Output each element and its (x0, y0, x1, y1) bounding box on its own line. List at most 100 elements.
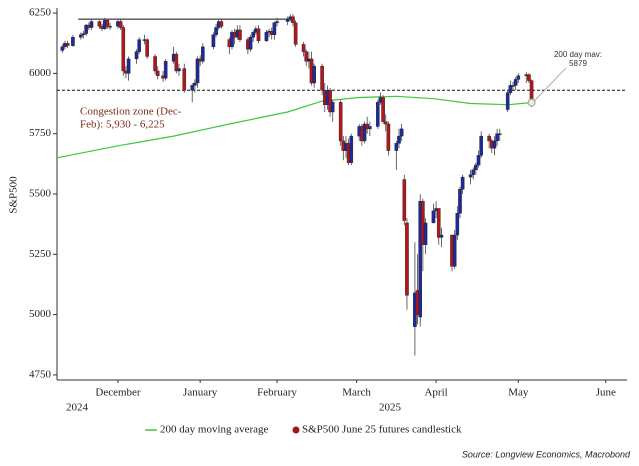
candle-body (155, 70, 160, 76)
candle-body (134, 51, 139, 60)
candle-body (163, 61, 168, 79)
candle-body (118, 21, 123, 28)
candle-body (418, 201, 423, 318)
candle-body (452, 234, 457, 267)
candle-body (304, 51, 309, 62)
candle-body (214, 27, 218, 35)
candle-body (375, 102, 380, 127)
candle-body (293, 22, 298, 45)
candle-body (285, 18, 290, 22)
congestion-note: Feb): 5,930 - 6,225 (80, 119, 165, 131)
candle-body (193, 82, 197, 86)
candle-body (468, 174, 473, 178)
y-tick-label: 6000 (29, 67, 52, 79)
candle-body (349, 135, 354, 163)
candle-body (431, 210, 436, 224)
y-tick-label: 5250 (29, 248, 52, 260)
candle-body (145, 39, 149, 57)
candle-body (272, 22, 277, 35)
candle-body (182, 68, 187, 91)
candle-body (177, 68, 181, 72)
candle-body (497, 133, 502, 135)
candle-body (383, 121, 388, 125)
y-tick-label: 5000 (29, 308, 52, 320)
candle-body (476, 155, 481, 166)
x-tick-label: May (508, 387, 529, 399)
legend-label: S&P500 June 25 futures candlestick (302, 424, 462, 436)
candle-body (137, 39, 141, 52)
candle-body (89, 21, 94, 28)
candle-body (219, 21, 224, 27)
candle-body (251, 32, 255, 38)
candle-body (60, 46, 65, 51)
x-tick-label: December (95, 387, 141, 399)
candle-body (458, 188, 462, 214)
candle-body (81, 33, 86, 35)
candle-body (505, 92, 510, 110)
candle-body (291, 16, 295, 23)
ma-note-pointer (534, 67, 567, 101)
candle-body (394, 143, 399, 151)
candle-body (230, 32, 234, 48)
ma-note-marker (527, 98, 536, 107)
congestion-note: Congestion zone (Dec- (80, 106, 182, 118)
x-tick-label: January (183, 387, 218, 399)
candle-body (479, 135, 483, 156)
ma-note-value: 5879 (569, 59, 587, 68)
source: Source: Longview Economics, Macrobond (462, 449, 631, 459)
candle-body (320, 65, 324, 91)
candle-body (460, 176, 465, 190)
candle-body (238, 29, 242, 40)
candle-body (79, 34, 83, 38)
candle-body (399, 128, 404, 137)
candle-body (362, 123, 367, 142)
x-tick-label: March (342, 387, 371, 399)
y-tick-label: 5500 (29, 188, 52, 200)
candle-body (455, 213, 460, 236)
candle-body (108, 26, 112, 28)
candle-body (121, 27, 126, 72)
candle-body (513, 79, 518, 86)
candle-body (264, 32, 269, 42)
candle-body (508, 85, 513, 93)
y-axis-label: S&P500 (8, 176, 20, 214)
x-tick-label: April (424, 387, 447, 399)
candle-body (190, 85, 195, 91)
legend-label: 200 day moving average (160, 424, 269, 436)
candle-body (471, 169, 476, 175)
x-tick-label: February (257, 387, 297, 399)
x-tick-label: June (596, 387, 616, 399)
candle-body (97, 21, 102, 27)
candle-body (386, 123, 391, 151)
candle-body (84, 24, 88, 34)
y-tick-label: 6250 (29, 7, 52, 19)
legend-dot (292, 426, 300, 434)
candle-body (275, 21, 279, 23)
candle-body (436, 208, 441, 238)
candle-body (330, 102, 335, 113)
candle-body (405, 222, 409, 296)
candle-body (105, 20, 110, 27)
candle-body (338, 102, 343, 142)
candle-body (516, 75, 521, 80)
candle-body (397, 135, 401, 144)
candle-body (402, 179, 407, 221)
year-label: 2025 (379, 402, 402, 414)
candle-body (174, 53, 179, 72)
candle-body (495, 133, 499, 142)
y-tick-label: 5750 (29, 127, 52, 139)
candle-body (256, 28, 261, 42)
candle-body (195, 58, 200, 84)
candle-body (248, 36, 253, 50)
candle-body (328, 90, 332, 113)
candle-body (65, 43, 70, 46)
moving-average-line (56, 95, 532, 159)
candle-body (153, 56, 157, 72)
candle-body (474, 164, 478, 171)
candle-body (492, 140, 497, 149)
candle-body (71, 36, 75, 46)
year-label: 2024 (66, 402, 89, 414)
candle-body (126, 58, 131, 74)
candle-body (527, 74, 531, 81)
